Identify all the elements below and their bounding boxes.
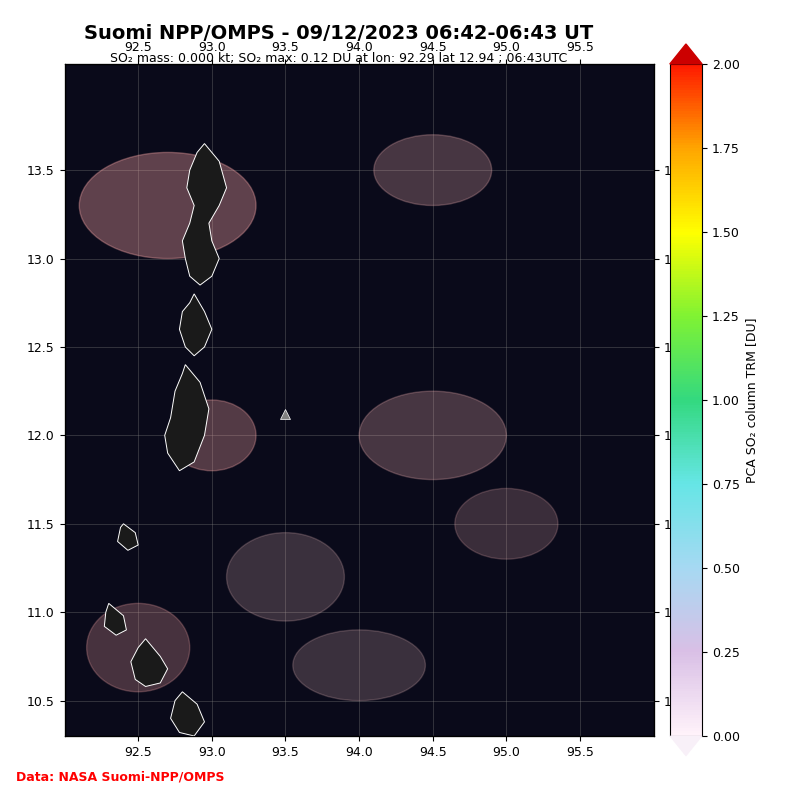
Text: SO₂ mass: 0.000 kt; SO₂ max: 0.12 DU at lon: 92.29 lat 12.94 ; 06:43UTC: SO₂ mass: 0.000 kt; SO₂ max: 0.12 DU at … [111, 52, 567, 65]
Ellipse shape [359, 391, 506, 479]
Text: Data: NASA Suomi-NPP/OMPS: Data: NASA Suomi-NPP/OMPS [16, 771, 224, 784]
Polygon shape [170, 692, 204, 736]
Ellipse shape [374, 134, 491, 206]
Polygon shape [179, 294, 211, 356]
Polygon shape [131, 638, 168, 686]
Polygon shape [165, 365, 209, 470]
Ellipse shape [86, 603, 190, 692]
Ellipse shape [227, 533, 345, 621]
Polygon shape [104, 603, 127, 635]
Text: Suomi NPP/OMPS - 09/12/2023 06:42-06:43 UT: Suomi NPP/OMPS - 09/12/2023 06:42-06:43 … [84, 24, 594, 43]
Y-axis label: PCA SO₂ column TRM [DU]: PCA SO₂ column TRM [DU] [746, 318, 759, 482]
Ellipse shape [455, 489, 558, 559]
Ellipse shape [168, 400, 256, 470]
Polygon shape [182, 143, 227, 285]
Ellipse shape [79, 153, 256, 258]
Ellipse shape [293, 630, 425, 701]
Polygon shape [118, 524, 138, 550]
